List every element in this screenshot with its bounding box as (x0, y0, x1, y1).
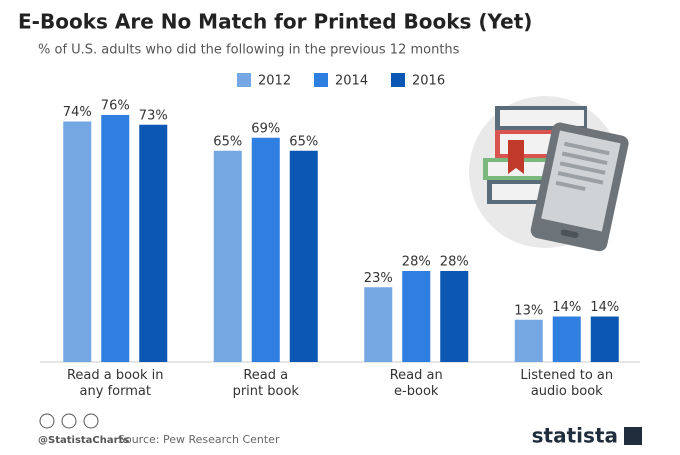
legend-label: 2012 (258, 74, 291, 89)
x-tick-label: Read a book in any format (67, 368, 164, 399)
bar (63, 121, 92, 362)
value-label: 65% (289, 134, 318, 149)
x-tick-label: Read a print book (233, 368, 300, 399)
x-tick-label: Listened to an audio book (520, 368, 613, 399)
chart-subtitle: % of U.S. adults who did the following i… (38, 43, 460, 58)
legend-swatch (391, 73, 405, 87)
value-label: 14% (552, 300, 581, 315)
value-label: 74% (63, 105, 92, 120)
value-label: 65% (213, 134, 242, 149)
bar (590, 316, 619, 362)
bar (440, 271, 469, 362)
value-label: 13% (514, 303, 543, 318)
value-label: 28% (440, 255, 469, 270)
value-label: 76% (101, 99, 130, 114)
bar (251, 137, 280, 362)
value-label: 69% (251, 121, 280, 136)
bar (139, 124, 168, 362)
bar (213, 150, 242, 362)
bar (101, 115, 130, 362)
value-label: 14% (590, 300, 619, 315)
bar (402, 271, 431, 362)
bar (552, 316, 581, 362)
chart-title: E-Books Are No Match for Printed Books (… (18, 10, 532, 34)
illustration (469, 96, 629, 252)
legend-swatch (237, 73, 251, 87)
value-label: 28% (402, 255, 431, 270)
value-label: 73% (139, 108, 168, 123)
credit: @StatistaCharts (38, 435, 129, 446)
legend-label: 2014 (335, 74, 368, 89)
legend-swatch (314, 73, 328, 87)
source: Source: Pew Research Center (118, 433, 280, 446)
value-label: 23% (364, 271, 393, 286)
bar (289, 150, 318, 362)
brand: statista (532, 424, 618, 448)
bar (514, 319, 543, 362)
x-tick-label: Read an e-book (390, 368, 443, 399)
legend-label: 2016 (412, 74, 445, 89)
bar (364, 287, 393, 362)
footer: @StatistaCharts Source: Pew Research Cen… (38, 413, 642, 448)
